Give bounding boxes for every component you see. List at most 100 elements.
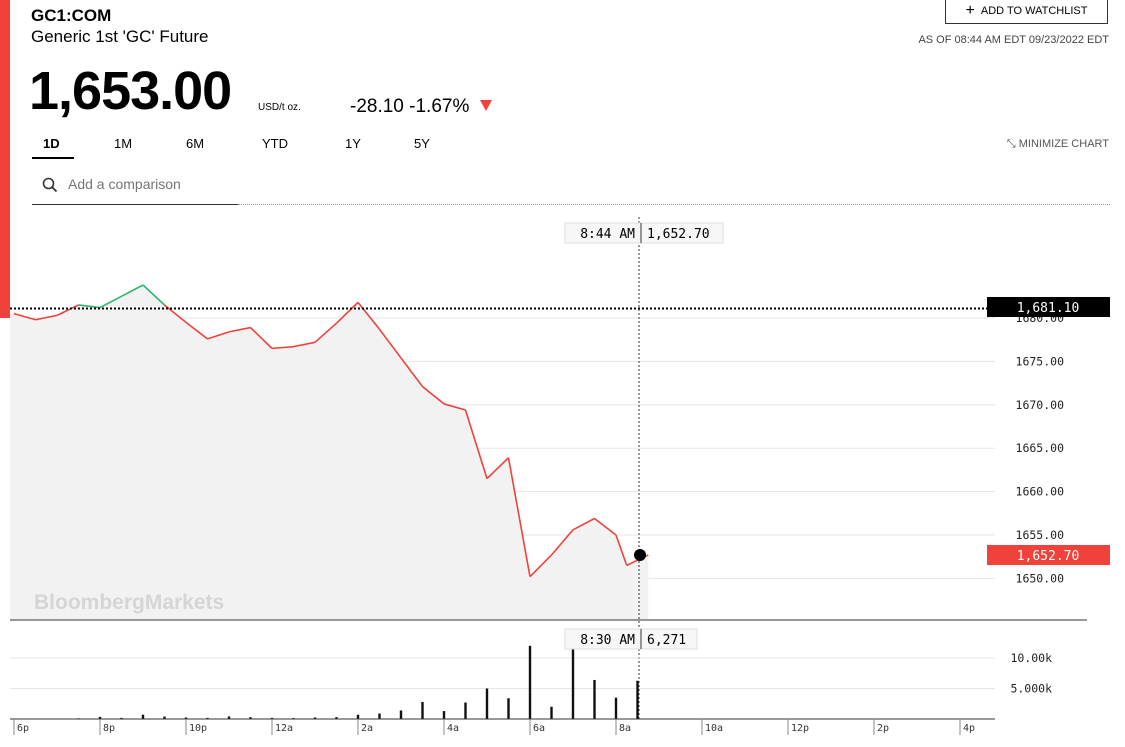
volume-bar — [571, 647, 575, 719]
reference-value: 1,681.10 — [1017, 301, 1080, 316]
price-segment — [185, 321, 208, 340]
crosshair-value: 1,652.70 — [647, 227, 710, 242]
price-segment — [550, 529, 574, 556]
active-tab-indicator — [32, 157, 74, 159]
time-tick-label: 12p — [791, 723, 809, 734]
price-segment — [314, 322, 338, 343]
price-segment — [293, 341, 316, 348]
volume-bar — [227, 716, 231, 719]
volume-bar — [442, 711, 446, 719]
time-tick-label: 8p — [103, 723, 115, 734]
volume-crosshair-label: 8:30 AM 6,271 — [564, 628, 698, 650]
volume-bar — [550, 706, 553, 719]
volume-bars — [55, 645, 639, 719]
time-axis: 6p 8p 10p 12a 2a 4a 6a 8a 10a 12p 2p 4p — [13, 719, 975, 735]
add-to-watchlist-button[interactable]: + ADD TO WATCHLIST — [945, 0, 1108, 24]
minimize-chart-button[interactable]: ⤡ MINIMIZE CHART — [1007, 138, 1109, 151]
time-tick-label: 2p — [877, 723, 889, 734]
tab-1y[interactable]: 1Y — [345, 136, 361, 151]
price-segment — [615, 534, 628, 566]
price-segment — [357, 301, 381, 330]
time-tick-label: 6p — [17, 723, 29, 734]
price-axis: 1650.00 1655.00 1660.00 1665.00 1670.00 1675.… — [1016, 311, 1065, 585]
volume-bar — [464, 702, 467, 719]
volume-crosshair-time: 8:30 AM — [580, 633, 635, 648]
time-tick-label: 6a — [533, 723, 545, 734]
volume-bar — [184, 717, 188, 719]
price-segment — [464, 409, 488, 479]
price-segment — [249, 326, 273, 349]
volume-bar — [163, 716, 166, 719]
tab-5y[interactable]: 5Y — [414, 136, 430, 151]
price-segment — [271, 345, 294, 350]
price-segment — [35, 314, 58, 321]
volume-crosshair-value: 6,271 — [647, 633, 686, 648]
comparison-input[interactable] — [66, 175, 240, 193]
price-segment — [421, 385, 445, 405]
volume-bar — [636, 680, 639, 719]
volume-bar — [98, 716, 102, 719]
change-percent: -1.67% — [409, 96, 470, 117]
minimize-label: MINIMIZE CHART — [1018, 138, 1109, 150]
last-price: 1,653.00 — [29, 61, 232, 121]
price-segment — [507, 457, 531, 577]
price-lines — [13, 284, 649, 578]
volume-bar — [313, 717, 317, 719]
volume-bar — [378, 713, 381, 719]
volume-bar — [141, 714, 145, 719]
time-tick-label: 8a — [619, 723, 631, 734]
volume-bar — [206, 717, 209, 719]
price-segment — [207, 331, 230, 340]
comparison-search — [32, 170, 240, 205]
volume-bar — [485, 688, 489, 719]
as-of-timestamp: AS OF 08:44 AM EDT 09/23/2022 EDT — [918, 34, 1109, 46]
price-segment — [78, 304, 101, 309]
volume-tick-label: 5.000k — [1010, 682, 1052, 696]
price-tick-label: 1665.00 — [1016, 441, 1065, 455]
price-segment — [121, 284, 144, 298]
tab-ytd[interactable]: YTD — [262, 136, 288, 151]
tab-1m[interactable]: 1M — [114, 136, 133, 151]
current-point-marker — [634, 548, 646, 561]
price-area — [10, 285, 649, 620]
time-tick-label: 4p — [963, 723, 975, 734]
price-segment — [163, 304, 187, 323]
tab-1d[interactable]: 1D — [43, 136, 60, 151]
down-triangle-icon — [480, 100, 492, 111]
reference-label: 1,681.10 — [987, 297, 1110, 317]
price-segment — [99, 295, 122, 309]
search-divider — [238, 204, 1110, 205]
price-segment — [56, 304, 79, 317]
change-value: -28.10 — [350, 96, 404, 117]
last-value-label: 1,652.70 — [987, 545, 1110, 565]
volume-bar — [120, 717, 123, 719]
price-segment — [400, 357, 424, 388]
price-segment — [378, 328, 402, 359]
volume-tick-label: 10.00k — [1010, 651, 1052, 665]
volume-axis: 5.000k 10.00k — [1010, 651, 1052, 696]
volume-bar — [249, 717, 252, 719]
volume-bar — [528, 645, 532, 719]
volume-bar — [399, 710, 403, 719]
time-tick-label: 12a — [275, 723, 293, 734]
watchlist-label: ADD TO WATCHLIST — [980, 5, 1088, 17]
price-segment — [443, 403, 466, 411]
price-segment — [142, 284, 166, 306]
price-unit: USD/t oz. — [258, 102, 301, 113]
price-segment — [486, 457, 510, 480]
price-segment — [572, 517, 595, 531]
crosshair-time: 8:44 AM — [580, 227, 635, 242]
price-crosshair-label: 8:44 AM 1,652.70 — [564, 222, 724, 244]
price-segment — [335, 301, 359, 324]
time-tick-label: 10a — [705, 723, 723, 734]
time-tick-label: 2a — [361, 723, 373, 734]
tab-6m[interactable]: 6M — [186, 136, 205, 151]
price-tick-label: 1650.00 — [1016, 571, 1065, 585]
accent-bar — [0, 0, 10, 318]
volume-bar — [270, 717, 274, 719]
volume-bar — [421, 701, 424, 719]
watermark: BloombergMarkets — [34, 591, 224, 614]
search-icon — [42, 177, 58, 193]
time-tick-label: 10p — [189, 723, 207, 734]
